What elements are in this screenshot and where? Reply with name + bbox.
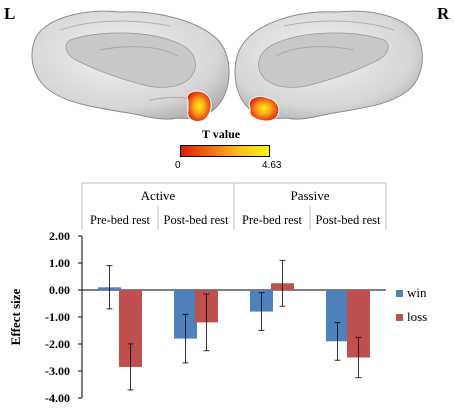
group-label-passive: Passive bbox=[291, 188, 330, 203]
y-tick-label: -1.00 bbox=[45, 310, 70, 324]
category-label-passive-post: Post-bed rest bbox=[316, 213, 381, 227]
y-tick-label: -4.00 bbox=[45, 391, 70, 405]
y-tick-label: -2.00 bbox=[45, 337, 70, 351]
left-hemisphere-label: L bbox=[4, 4, 16, 23]
colorbar-min-label: 0 bbox=[175, 160, 181, 171]
group-label-active: Active bbox=[141, 188, 176, 203]
y-tick-label: -3.00 bbox=[45, 364, 70, 378]
legend-label-loss: loss bbox=[407, 309, 427, 324]
legend-swatch-win bbox=[396, 290, 403, 297]
bar-win bbox=[326, 290, 349, 342]
category-label-active-post: Post-bed rest bbox=[164, 213, 229, 227]
legend-label-win: win bbox=[407, 285, 427, 300]
y-ticks: 2.00 1.00 0.00 -1.00 -2.00 -3.00 -4.00 bbox=[45, 229, 82, 405]
legend-swatch-loss bbox=[396, 314, 403, 321]
y-axis-label: Effect size bbox=[8, 288, 23, 345]
right-hemisphere-label: R bbox=[437, 4, 450, 23]
bars bbox=[98, 259, 370, 391]
y-tick-label: 1.00 bbox=[49, 256, 70, 270]
colorbar-title: T value bbox=[202, 127, 241, 141]
bar-loss bbox=[119, 290, 142, 367]
colorbar bbox=[180, 145, 270, 157]
category-label-active-pre: Pre-bed rest bbox=[90, 213, 151, 227]
effect-size-bar-chart: Active Passive Pre-bed rest Post-bed res… bbox=[8, 182, 427, 405]
right-hemisphere-brain bbox=[234, 10, 423, 122]
y-tick-label: 0.00 bbox=[49, 283, 70, 297]
colorbar-max-label: 4.63 bbox=[262, 160, 282, 171]
brain-renderings bbox=[31, 10, 423, 123]
bar-loss bbox=[347, 290, 370, 358]
left-hemisphere-brain bbox=[31, 10, 230, 123]
category-label-passive-pre: Pre-bed rest bbox=[242, 213, 303, 227]
y-tick-label: 2.00 bbox=[49, 229, 70, 243]
